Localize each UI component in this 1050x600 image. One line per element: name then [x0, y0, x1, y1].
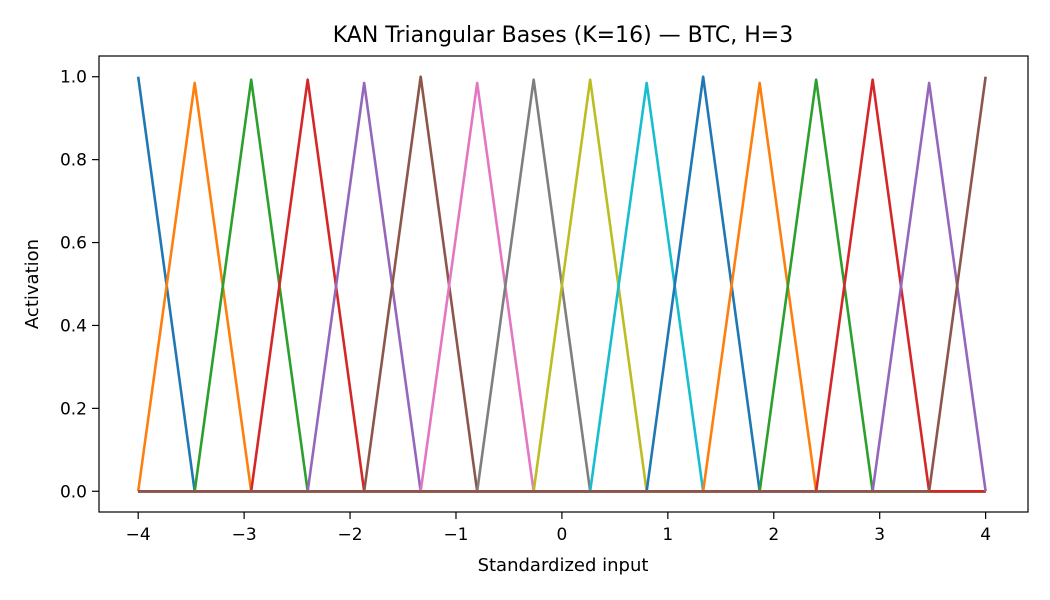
- x-axis: −4 −3 −2 −1 0 1 2 3 4: [126, 512, 991, 545]
- series-line-16: [138, 76, 987, 493]
- series-layer: [136, 75, 987, 493]
- y-tick-label: 0.4: [60, 316, 87, 336]
- y-axis-label: Activation: [22, 239, 43, 329]
- y-tick-label: 0.0: [60, 482, 87, 502]
- x-tick-label: −4: [126, 525, 151, 545]
- x-tick-label: 4: [980, 525, 991, 545]
- x-tick-label: 2: [768, 525, 779, 545]
- chart-title: KAN Triangular Bases (K=16) — BTC, H=3: [333, 23, 793, 48]
- x-tick-label: −1: [443, 525, 468, 545]
- y-tick-label: 1.0: [60, 68, 87, 88]
- y-axis: 0.0 0.2 0.4 0.6 0.8 1.0: [60, 68, 99, 502]
- x-tick-label: −2: [338, 525, 363, 545]
- x-tick-label: 3: [874, 525, 885, 545]
- x-tick-label: 0: [556, 525, 567, 545]
- y-tick-label: 0.8: [60, 151, 87, 171]
- y-tick-label: 0.6: [60, 234, 87, 254]
- x-axis-label: Standardized input: [478, 555, 649, 576]
- x-tick-label: −3: [232, 525, 257, 545]
- series-line-9: [138, 78, 986, 493]
- x-tick-label: 1: [662, 525, 673, 545]
- y-tick-label: 0.2: [60, 399, 87, 419]
- plot-frame: [98, 55, 1029, 513]
